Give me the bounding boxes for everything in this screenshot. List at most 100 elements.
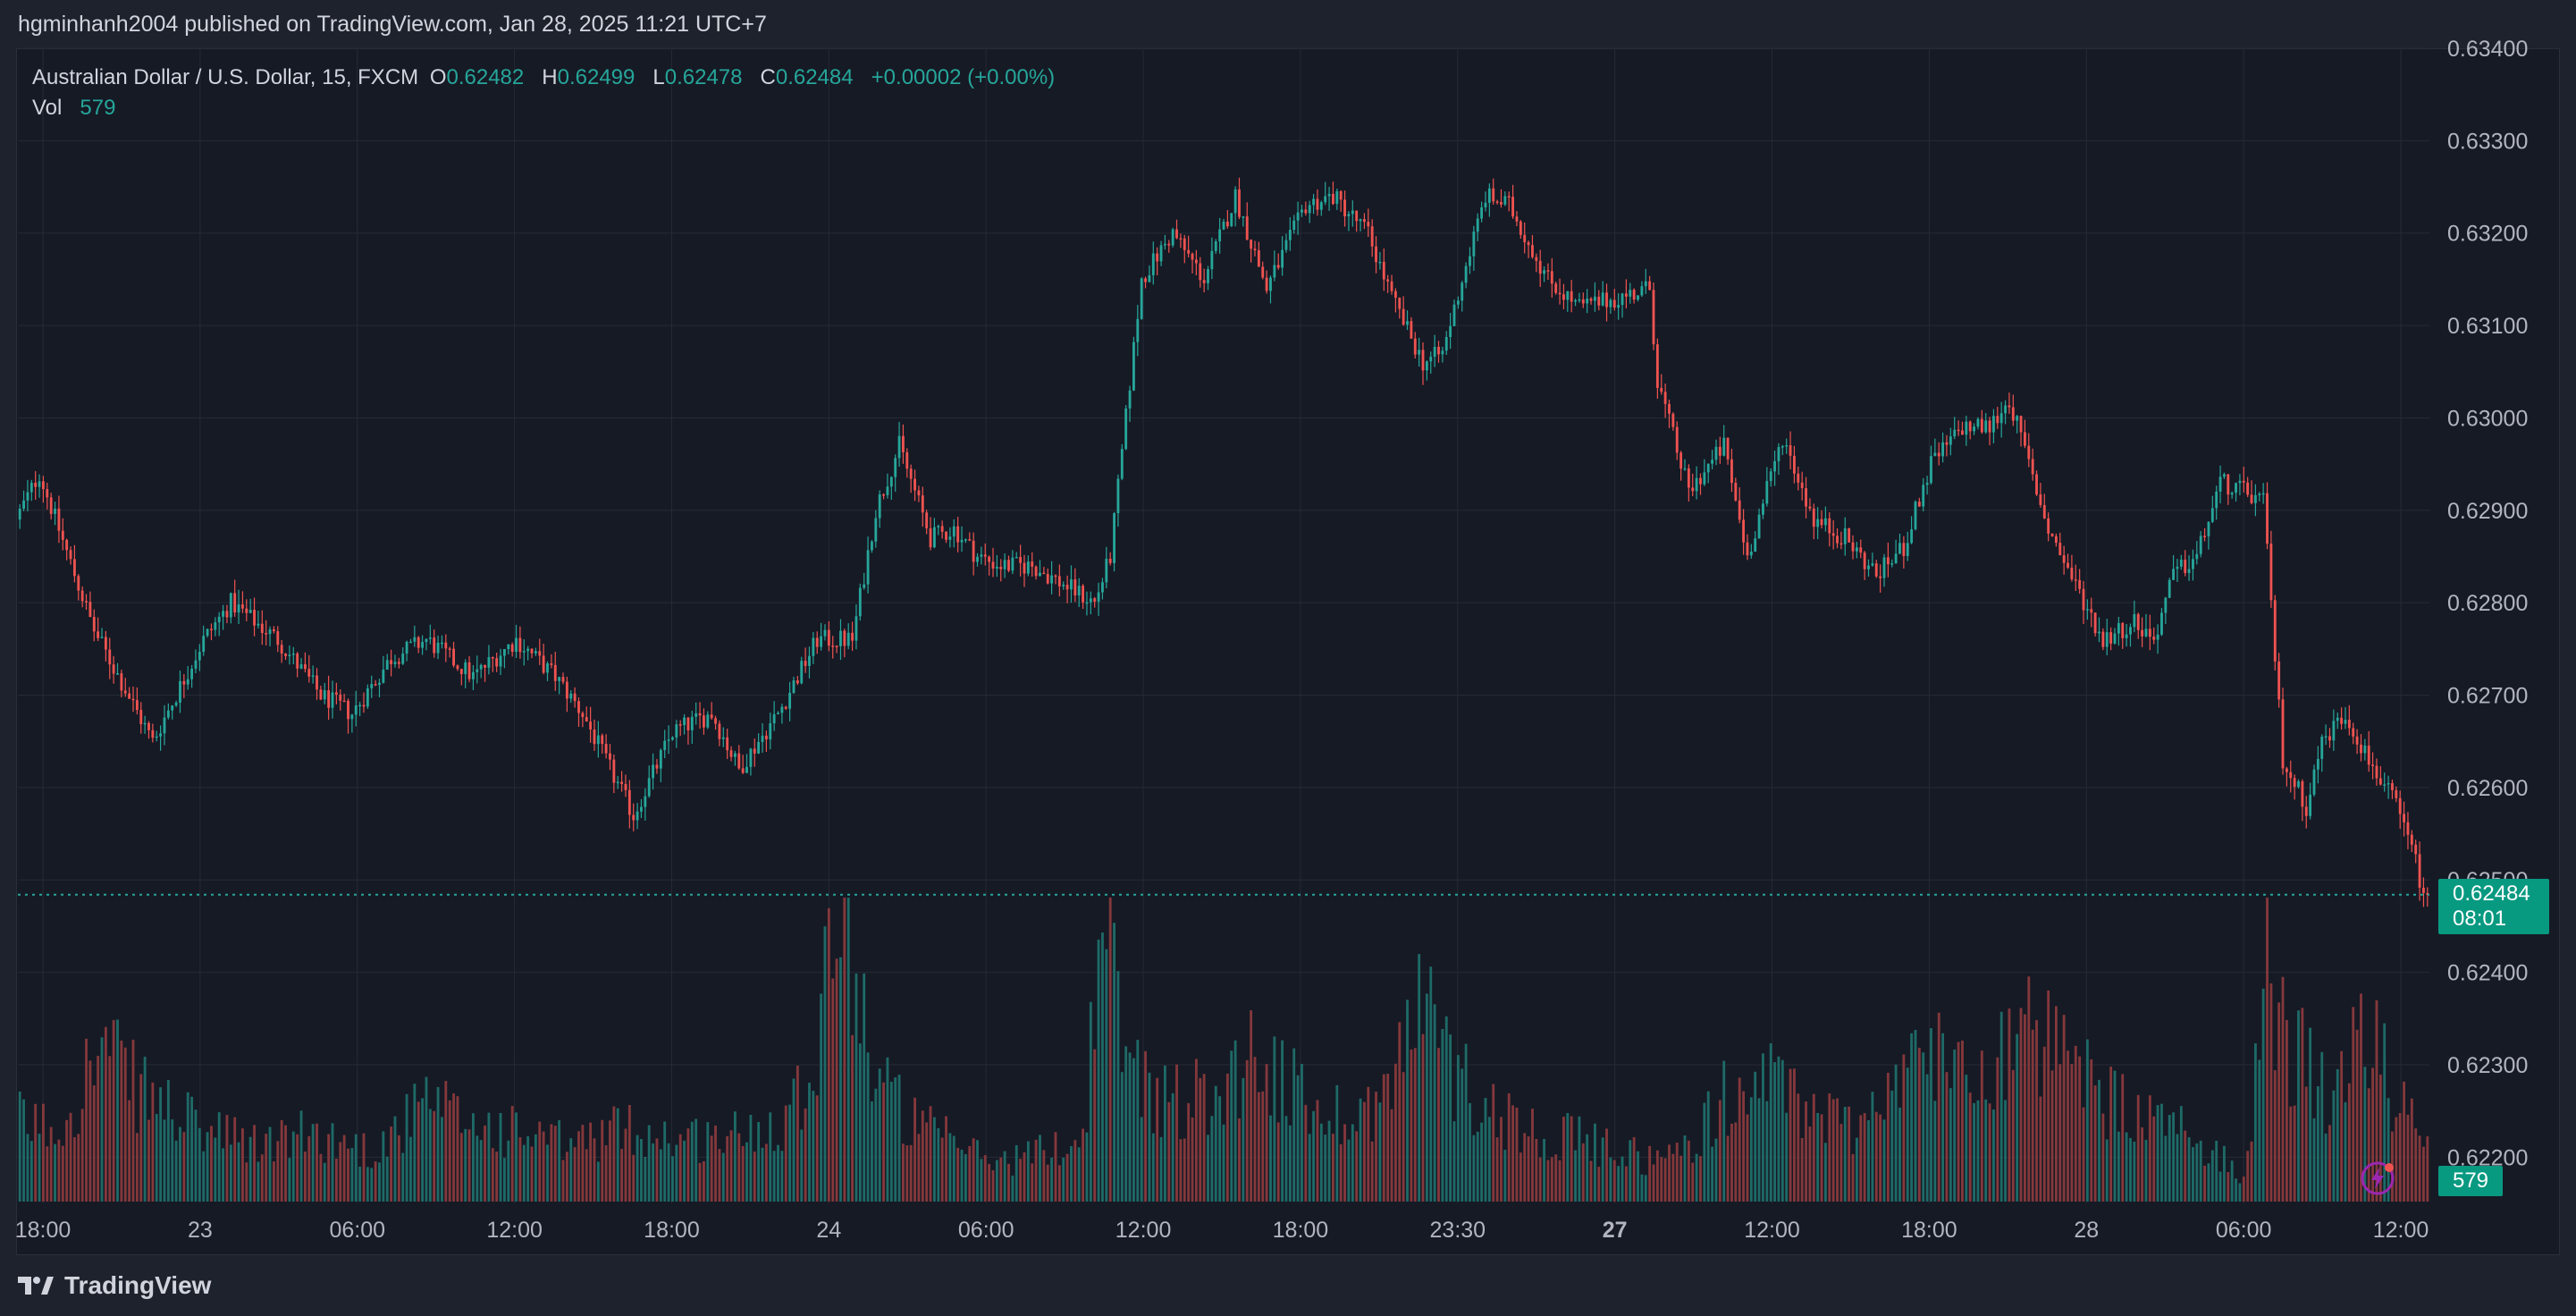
volume-bar — [2410, 1098, 2413, 1202]
candle-body — [1464, 266, 1468, 283]
volume-bar — [937, 1127, 940, 1202]
candle-body — [334, 692, 338, 695]
candle-body — [2168, 579, 2171, 598]
candle-body — [1687, 468, 1690, 488]
volume-bar — [991, 1169, 995, 1202]
volume-bar — [1617, 1166, 1621, 1202]
volume-bar — [186, 1092, 189, 1202]
volume-bar — [2195, 1143, 2199, 1202]
candle-body — [1292, 220, 1296, 231]
volume-bar — [1965, 1075, 1968, 1202]
candle-body — [1097, 592, 1100, 602]
candle-body — [601, 735, 604, 745]
volume-bar — [288, 1158, 291, 1202]
candle-body — [945, 531, 947, 540]
candle-body — [612, 759, 616, 783]
candle-body — [753, 748, 756, 754]
chart-panel[interactable] — [16, 48, 2560, 1255]
volume-bar — [745, 1142, 748, 1202]
candle-body — [1429, 356, 1433, 362]
candle-body — [737, 753, 741, 769]
candle-body — [307, 669, 311, 677]
volume-bar — [2172, 1112, 2176, 1202]
candle-body — [316, 675, 318, 690]
volume-bar — [1515, 1107, 1519, 1202]
candle-body — [780, 706, 784, 713]
candle-body — [1699, 477, 1702, 485]
volume-bar — [366, 1167, 369, 1202]
volume-bar — [2258, 1059, 2261, 1202]
candle-body — [1324, 196, 1327, 203]
candle-body — [248, 610, 252, 613]
volume-bar — [202, 1151, 206, 1202]
volume-row: Vol 579 — [32, 93, 1055, 123]
volume-bar — [983, 1155, 987, 1202]
volume-bar — [34, 1103, 38, 1202]
candle-body — [1402, 308, 1405, 325]
volume-bar — [1746, 1114, 1749, 1202]
candle-body — [42, 481, 45, 490]
candle-body — [2148, 628, 2151, 637]
volume-bar — [299, 1110, 303, 1202]
volume-bar — [663, 1121, 667, 1202]
volume-bar — [2266, 898, 2269, 1202]
candle-body — [2246, 482, 2250, 495]
low-value: 0.62478 — [664, 65, 743, 89]
volume-bar — [42, 1103, 45, 1202]
candle-body — [1335, 190, 1339, 205]
candle-body — [1007, 560, 1010, 571]
lightning-icon[interactable] — [2360, 1160, 2395, 1196]
candle-body — [112, 664, 115, 674]
volume-bar — [296, 1134, 299, 1202]
volume-bar — [2047, 990, 2050, 1202]
candle-body — [1742, 519, 1745, 543]
candle-body — [69, 550, 72, 560]
volume-bar — [1062, 1157, 1065, 1202]
volume-bar — [866, 1052, 870, 1202]
volume-bar — [1113, 923, 1115, 1202]
candle-body — [2285, 768, 2288, 772]
candle-body — [1034, 566, 1038, 577]
candle-body — [1648, 281, 1652, 291]
symbol-title[interactable]: Australian Dollar / U.S. Dollar, 15, FXC… — [32, 65, 419, 89]
volume-bar — [1632, 1136, 1636, 1202]
candle-body — [1128, 390, 1132, 409]
candle-body — [2406, 822, 2410, 835]
candle-body — [2058, 543, 2062, 556]
candle-body — [1179, 238, 1183, 240]
candle-body — [268, 628, 272, 635]
volume-bar — [1882, 1119, 1886, 1202]
candle-body — [2336, 717, 2339, 721]
volume-bar — [1765, 1101, 1769, 1202]
volume-bar — [2340, 1050, 2344, 1202]
candle-body — [772, 713, 776, 724]
candle-body — [718, 723, 721, 739]
volume-bar — [347, 1148, 349, 1202]
volume-bar — [163, 1119, 166, 1202]
candle-body — [2242, 480, 2245, 483]
time-tick-label: 12:00 — [2373, 1218, 2429, 1243]
candle-body — [1444, 336, 1448, 351]
volume-bar — [2105, 1139, 2109, 1202]
candle-body — [1652, 290, 1655, 345]
candle-body — [889, 477, 893, 487]
volume-bar — [921, 1110, 924, 1202]
volume-bar — [2242, 1177, 2245, 1202]
candle-body — [253, 610, 256, 626]
candle-body — [2117, 622, 2120, 634]
candle-body — [1120, 449, 1124, 479]
volume-bar — [2261, 988, 2265, 1202]
volume-label[interactable]: Vol — [32, 96, 63, 120]
candle-body — [1855, 547, 1858, 552]
volume-bar — [585, 1149, 588, 1202]
volume-bar — [499, 1112, 502, 1202]
volume-bar — [1871, 1092, 1874, 1202]
footer-brand[interactable]: TradingView — [18, 1268, 211, 1303]
candle-body — [530, 648, 534, 654]
volume-bar — [2176, 1134, 2179, 1202]
volume-bar — [413, 1084, 417, 1202]
volume-bar — [542, 1131, 545, 1202]
candle-body — [38, 481, 41, 487]
candle-body — [1469, 256, 1471, 266]
